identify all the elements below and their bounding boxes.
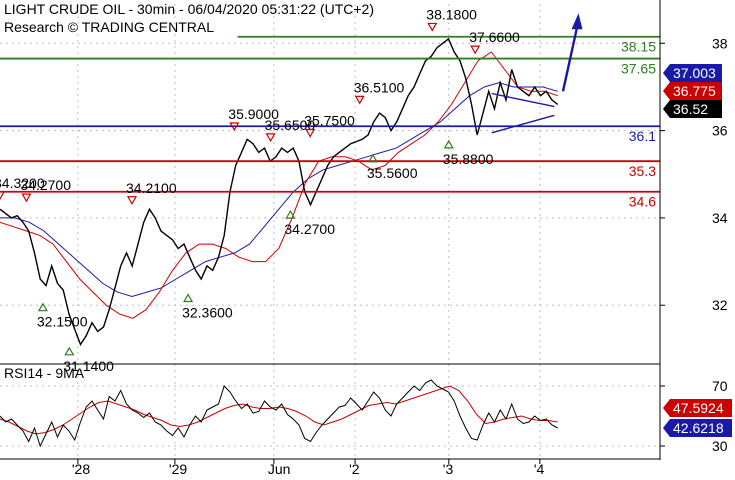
rsi-value-box-pointer bbox=[663, 399, 670, 417]
pivot-marker-triangle bbox=[183, 293, 194, 303]
value-box bbox=[670, 100, 722, 118]
rsi-tick-label: 30 bbox=[712, 438, 728, 454]
price-line bbox=[0, 37, 559, 347]
rsi-value-box-label: 47.5924 bbox=[673, 400, 724, 416]
rsi-value-box bbox=[670, 399, 732, 417]
pivot-marker-label: 35.6500 bbox=[265, 117, 316, 133]
pivot-marker-triangle bbox=[0, 191, 6, 201]
wedge-upper-line bbox=[491, 92, 555, 108]
chart-source: Research © TRADING CENTRAL bbox=[4, 19, 214, 35]
rsi-tick-label: 70 bbox=[712, 378, 728, 394]
pivot-marker-label: 34.2700 bbox=[20, 177, 71, 193]
date-tick-label: '2 bbox=[349, 461, 360, 477]
ma-slow-line bbox=[0, 82, 558, 298]
value-box-label: 36.775 bbox=[673, 83, 716, 99]
pivot-marker-label: 34.2700 bbox=[284, 221, 335, 237]
pivot-marker-label: 32.1500 bbox=[37, 314, 88, 330]
level-label-pivot: 36.1 bbox=[629, 128, 656, 144]
value-box-label: 36.52 bbox=[673, 101, 708, 117]
chart-title: LIGHT CRUDE OIL - 30min - 06/04/2020 05:… bbox=[4, 1, 374, 17]
date-tick-label: '4 bbox=[534, 461, 545, 477]
level-label-resistance: 37.65 bbox=[621, 61, 656, 77]
date-tick-label: '29 bbox=[169, 461, 187, 477]
level-label-support: 34.6 bbox=[629, 194, 656, 210]
pivot-marker-label: 35.8800 bbox=[443, 151, 494, 167]
price-tick-label: 32 bbox=[712, 297, 728, 313]
rsi-value-box-label: 42.6218 bbox=[673, 420, 724, 436]
pivot-marker-triangle bbox=[443, 139, 454, 149]
date-tick-label: Jun bbox=[268, 461, 291, 477]
rsi-ma-line bbox=[0, 385, 558, 435]
pivot-marker-triangle bbox=[367, 153, 378, 163]
price-tick-label: 38 bbox=[712, 35, 728, 51]
pivot-marker-triangle bbox=[37, 302, 48, 312]
pivot-marker-triangle bbox=[427, 22, 438, 32]
pivot-marker-label: 38.1800 bbox=[426, 6, 477, 22]
pivot-marker-triangle bbox=[285, 209, 296, 219]
pivot-marker-label: 35.9000 bbox=[228, 106, 279, 122]
date-tick-label: '28 bbox=[72, 461, 90, 477]
pivot-marker-label: 35.7500 bbox=[304, 113, 355, 129]
price-tick-label: 34 bbox=[712, 210, 728, 226]
pivot-marker-label: 31.1400 bbox=[63, 358, 114, 374]
forecast-arrow-head bbox=[571, 13, 583, 30]
rsi-line bbox=[0, 379, 558, 448]
pivot-marker-triangle bbox=[229, 122, 240, 132]
rsi-value-box bbox=[670, 419, 732, 437]
pivot-marker-triangle bbox=[265, 133, 276, 143]
value-box-pointer bbox=[663, 100, 670, 118]
pivot-marker-triangle bbox=[21, 193, 32, 203]
pivot-marker-triangle bbox=[354, 95, 365, 105]
pivot-marker-label: 32.3600 bbox=[182, 305, 233, 321]
forecast-arrow-shaft bbox=[561, 25, 579, 92]
wedge-lower-line bbox=[491, 114, 555, 134]
pivot-marker-label: 35.5600 bbox=[367, 165, 418, 181]
value-box bbox=[670, 82, 722, 100]
level-label-resistance: 38.15 bbox=[621, 39, 656, 55]
date-tick-label: '3 bbox=[443, 461, 454, 477]
pivot-marker-triangle bbox=[305, 128, 316, 138]
pivot-marker-label: 34.3200 bbox=[0, 175, 45, 191]
value-box-label: 37.003 bbox=[673, 65, 716, 81]
pivot-marker-label: 36.5100 bbox=[354, 79, 405, 95]
ma-fast-line bbox=[0, 51, 558, 319]
pivot-marker-triangle bbox=[470, 45, 481, 55]
pivot-marker-label: 34.2100 bbox=[126, 180, 177, 196]
level-label-support: 35.3 bbox=[629, 163, 656, 179]
pivot-marker-triangle bbox=[126, 196, 138, 205]
pivot-marker-triangle bbox=[64, 346, 75, 356]
pivot-marker-label: 37.6600 bbox=[469, 29, 520, 45]
rsi-title: RSI14 - 9MA bbox=[4, 365, 85, 381]
value-box-pointer bbox=[663, 82, 670, 100]
value-box-pointer bbox=[663, 64, 670, 82]
rsi-value-box-pointer bbox=[663, 419, 670, 437]
price-tick-label: 36 bbox=[712, 123, 728, 139]
value-box bbox=[670, 64, 722, 82]
